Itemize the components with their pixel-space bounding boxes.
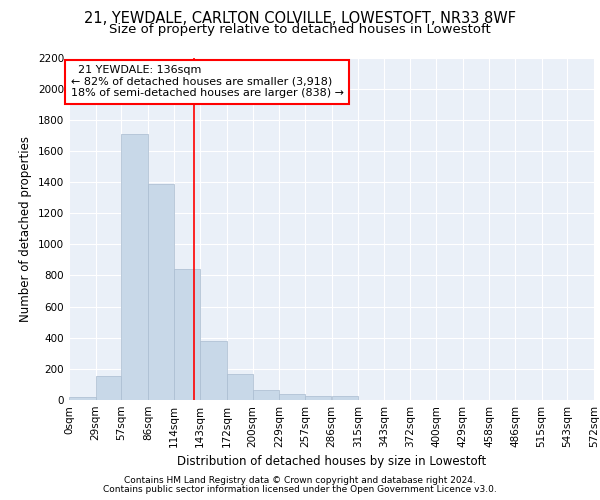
Bar xyxy=(121,134,148,400)
Bar xyxy=(227,374,253,400)
Text: 21, YEWDALE, CARLTON COLVILLE, LOWESTOFT, NR33 8WF: 21, YEWDALE, CARLTON COLVILLE, LOWESTOFT… xyxy=(84,11,516,26)
Bar xyxy=(148,184,173,400)
Text: 21 YEWDALE: 136sqm
← 82% of detached houses are smaller (3,918)
18% of semi-deta: 21 YEWDALE: 136sqm ← 82% of detached hou… xyxy=(71,66,344,98)
Text: Contains HM Land Registry data © Crown copyright and database right 2024.: Contains HM Land Registry data © Crown c… xyxy=(124,476,476,485)
Bar xyxy=(305,396,331,400)
Bar xyxy=(253,390,279,400)
Bar xyxy=(200,341,227,400)
Text: Contains public sector information licensed under the Open Government Licence v3: Contains public sector information licen… xyxy=(103,485,497,494)
X-axis label: Distribution of detached houses by size in Lowestoft: Distribution of detached houses by size … xyxy=(177,456,486,468)
Bar xyxy=(173,269,200,400)
Bar xyxy=(279,394,305,400)
Bar xyxy=(69,397,95,400)
Bar xyxy=(95,376,121,400)
Text: Size of property relative to detached houses in Lowestoft: Size of property relative to detached ho… xyxy=(109,22,491,36)
Y-axis label: Number of detached properties: Number of detached properties xyxy=(19,136,32,322)
Bar xyxy=(331,396,358,400)
